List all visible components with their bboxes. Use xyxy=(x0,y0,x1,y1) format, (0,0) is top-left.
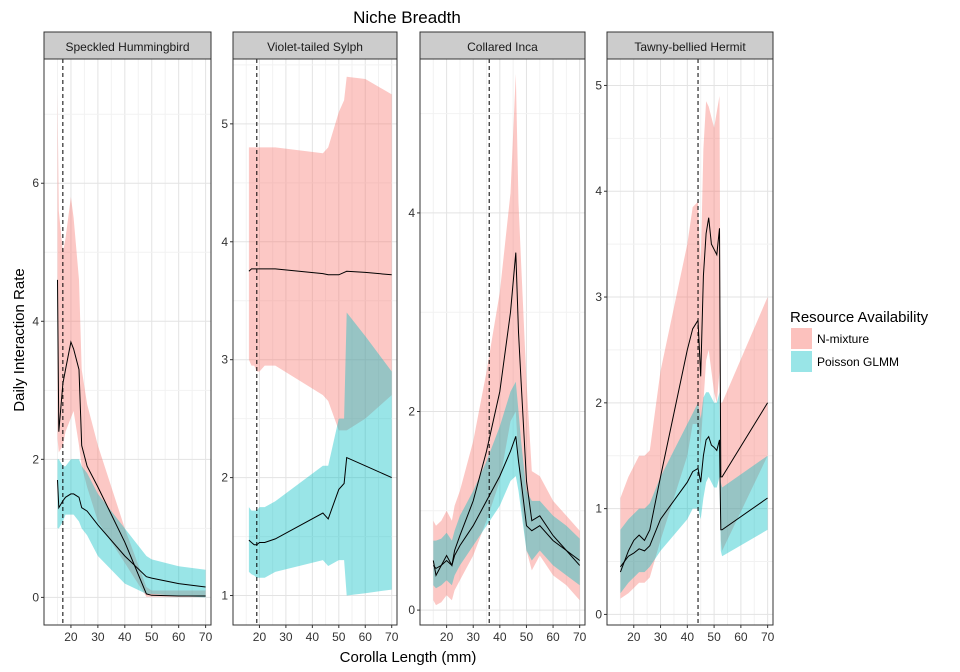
y-tick-label: 1 xyxy=(595,502,602,516)
x-tick-label: 70 xyxy=(761,630,775,644)
y-axis-title: Daily Interaction Rate xyxy=(11,268,28,411)
x-tick-label: 40 xyxy=(118,630,132,644)
x-tick-label: 40 xyxy=(493,630,507,644)
chart-title: Niche Breadth xyxy=(353,8,461,27)
y-tick-label: 6 xyxy=(32,176,39,190)
y-tick-label: 2 xyxy=(408,405,415,419)
x-axis-title: Corolla Length (mm) xyxy=(340,649,477,666)
strip-violet-tailed-sylph xyxy=(232,31,398,60)
x-tick-label: 50 xyxy=(332,630,346,644)
y-tick-label: 4 xyxy=(32,314,39,328)
x-tick-label: 30 xyxy=(279,630,293,644)
panel-violet-tailed-sylph: Violet-tailed Sylph 1 2 3 4 5 20 30 40 50 60 70 xyxy=(221,31,399,644)
plot-area-collared-inca xyxy=(420,59,585,625)
y-tick-label: 5 xyxy=(221,117,228,131)
x-tick-label: 70 xyxy=(199,630,213,644)
mean-line-n-mixture-speckled-hummingbird xyxy=(57,279,206,597)
y-tick-label: 4 xyxy=(595,184,602,198)
mean-line-poisson-glmm-speckled-hummingbird xyxy=(57,479,206,588)
x-tick-label: 40 xyxy=(306,630,320,644)
mean-line-poisson-glmm-collared-inca xyxy=(432,436,581,570)
x-tick-label: 70 xyxy=(573,630,587,644)
y-tick-label: 2 xyxy=(595,396,602,410)
legend-label-n-mixture: N-mixture xyxy=(817,332,869,346)
x-tick-label: 70 xyxy=(385,630,399,644)
panel-speckled-hummingbird: Speckled Hummingbird 0 2 4 6 20 30 40 50 60 70 xyxy=(32,31,213,644)
y-tick-label: 4 xyxy=(221,235,228,249)
panel-border-collared-inca xyxy=(419,58,586,626)
legend-key-n-mixture xyxy=(791,328,812,349)
x-tick-label: 60 xyxy=(734,630,748,644)
x-tick-label: 50 xyxy=(145,630,159,644)
mean-line-poisson-glmm-violet-tailed-sylph xyxy=(248,456,392,546)
x-tick-label: 50 xyxy=(707,630,721,644)
x-tick-label: 60 xyxy=(546,630,560,644)
ribbon-poisson-glmm-violet-tailed-sylph xyxy=(248,312,392,596)
y-tick-label: 5 xyxy=(595,78,602,92)
x-tick-label: 30 xyxy=(654,630,668,644)
ribbon-n-mixture-speckled-hummingbird xyxy=(57,93,206,597)
panel-border-violet-tailed-sylph xyxy=(232,58,398,626)
mean-line-n-mixture-tawny-bellied-hermit xyxy=(619,217,769,573)
plot-area-tawny-bellied-hermit xyxy=(607,59,773,625)
x-tick-label: 30 xyxy=(467,630,481,644)
legend: Resource Availability N-mixture Poisson … xyxy=(790,309,929,372)
x-tick-label: 20 xyxy=(627,630,641,644)
ribbon-poisson-glmm-tawny-bellied-hermit xyxy=(620,392,768,594)
panel-collared-inca: Collared Inca 0 2 4 20 30 40 50 60 70 xyxy=(408,31,587,644)
x-tick-label: 20 xyxy=(253,630,267,644)
y-tick-label: 4 xyxy=(408,206,415,220)
ribbon-poisson-glmm-speckled-hummingbird xyxy=(57,459,206,598)
mean-line-n-mixture-collared-inca xyxy=(432,252,581,577)
ribbon-poisson-glmm-collared-inca xyxy=(433,381,580,589)
strip-collared-inca xyxy=(419,31,586,60)
x-tick-label: 20 xyxy=(440,630,454,644)
y-tick-label: 2 xyxy=(221,471,228,485)
plot-area-speckled-hummingbird xyxy=(44,59,211,625)
panel-tawny-bellied-hermit: Tawny-bellied Hermit 0 1 2 3 4 5 20 30 40 50 60 70 xyxy=(595,31,775,644)
y-tick-label: 0 xyxy=(32,590,39,604)
x-tick-label: 40 xyxy=(681,630,695,644)
x-tick-label: 60 xyxy=(359,630,373,644)
y-tick-label: 1 xyxy=(221,589,228,603)
strip-label-speckled-hummingbird: Speckled Hummingbird xyxy=(65,40,189,54)
legend-key-poisson-glmm xyxy=(791,351,812,372)
strip-label-tawny-bellied-hermit: Tawny-bellied Hermit xyxy=(634,40,746,54)
y-tick-label: 0 xyxy=(408,603,415,617)
ribbon-n-mixture-tawny-bellied-hermit xyxy=(620,96,768,599)
x-tick-label: 60 xyxy=(172,630,186,644)
y-tick-label: 3 xyxy=(595,290,602,304)
y-tick-label: 2 xyxy=(32,452,39,466)
strip-label-violet-tailed-sylph: Violet-tailed Sylph xyxy=(267,40,363,54)
plot-area-violet-tailed-sylph xyxy=(233,59,397,625)
mean-line-n-mixture-violet-tailed-sylph xyxy=(248,268,392,276)
legend-title: Resource Availability xyxy=(790,309,929,326)
mean-line-poisson-glmm-tawny-bellied-hermit xyxy=(620,435,768,568)
y-tick-label: 3 xyxy=(221,353,228,367)
strip-tawny-bellied-hermit xyxy=(606,31,774,60)
panel-border-speckled-hummingbird xyxy=(43,58,212,626)
strip-label-collared-inca: Collared Inca xyxy=(467,40,538,54)
ribbon-n-mixture-violet-tailed-sylph xyxy=(248,76,392,431)
strip-speckled-hummingbird xyxy=(43,31,212,60)
legend-label-poisson-glmm: Poisson GLMM xyxy=(817,355,899,369)
y-tick-label: 0 xyxy=(595,607,602,621)
x-tick-label: 50 xyxy=(520,630,534,644)
x-tick-label: 30 xyxy=(91,630,105,644)
panel-border-tawny-bellied-hermit xyxy=(606,58,774,626)
x-tick-label: 20 xyxy=(64,630,78,644)
